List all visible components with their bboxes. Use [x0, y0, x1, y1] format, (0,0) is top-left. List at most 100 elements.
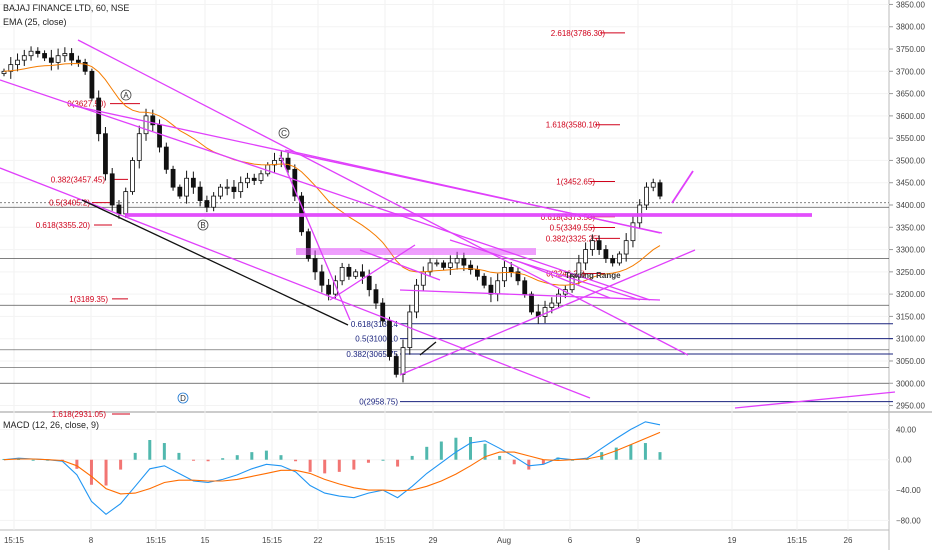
macd-histogram-bar: [541, 459, 545, 465]
price-tick-label: 3600.00: [896, 112, 925, 121]
macd-histogram-bar: [31, 459, 35, 461]
macd-histogram-bar: [323, 459, 327, 474]
candle-body: [556, 293, 561, 304]
macd-histogram-bar: [629, 444, 633, 460]
price-tick-label: 3650.00: [896, 90, 925, 99]
fib-level-label: 0.5(3100.10: [355, 335, 398, 344]
candle-body: [387, 320, 392, 357]
ema-indicator-label[interactable]: EMA (25, close): [3, 17, 67, 27]
trend-line: [734, 391, 896, 409]
macd-indicator-label[interactable]: MACD (12, 26, close, 9): [3, 420, 100, 430]
candle-body: [292, 168, 298, 197]
candle-body: [529, 293, 534, 313]
wave-label: C: [281, 129, 287, 138]
candle-body: [400, 347, 406, 375]
price-tick-label: 3400.00: [896, 201, 925, 210]
candle-body: [650, 182, 656, 188]
time-tick-label: 15:15: [262, 536, 283, 545]
candle-body: [116, 204, 122, 215]
candle-body: [380, 302, 386, 322]
price-tick-label: 3250.00: [896, 268, 925, 277]
price-tick-label: 3850.00: [896, 0, 925, 9]
price-tick-label: 3450.00: [896, 179, 925, 188]
trend-line: [399, 289, 661, 301]
candle-body: [218, 186, 223, 197]
trend-line: [0, 167, 591, 399]
macd-histogram-bar: [308, 459, 312, 472]
macd-histogram-bar: [148, 440, 152, 460]
candle-body: [265, 164, 271, 175]
trading-range-label: Trading Range: [565, 271, 621, 280]
fib-level-label: 0.618(3355.20): [36, 221, 91, 230]
macd-histogram-bar: [119, 459, 123, 470]
macd-tick-label: 40.00: [896, 425, 917, 434]
candle-body: [184, 177, 189, 197]
wave-label: B: [200, 221, 205, 230]
candle-body: [251, 177, 257, 181]
candle-body: [15, 59, 20, 66]
candle-body: [8, 64, 14, 72]
time-tick-label: 15:15: [787, 536, 808, 545]
macd-histogram-bar: [498, 455, 502, 460]
candle-body: [163, 146, 169, 170]
candle-body: [48, 57, 54, 63]
candle-body: [583, 249, 589, 264]
candle-body: [332, 280, 338, 295]
candle-body: [454, 258, 460, 264]
fibonacci-levels: 2.618(3786.30) 1.618(3580.10) 1(3452.65) 0.…: [36, 29, 893, 419]
candle-body: [103, 133, 108, 175]
price-tick-label: 3100.00: [896, 335, 925, 344]
macd-histogram-bar: [89, 459, 93, 485]
candle-body: [197, 186, 203, 201]
candle-body: [150, 115, 156, 126]
time-tick-label: 22: [314, 536, 323, 545]
candle-body: [644, 186, 649, 206]
time-tick-label: 29: [429, 536, 438, 545]
candle-body: [170, 168, 176, 188]
macd-histogram-bar: [235, 455, 239, 460]
price-tick-label: 3200.00: [896, 290, 925, 299]
projection-arrow: [671, 170, 694, 204]
candle-body: [123, 191, 129, 215]
candle-body: [468, 264, 474, 271]
candle-body: [393, 356, 399, 375]
candle-body: [407, 311, 413, 349]
resistance-zone: [296, 248, 536, 255]
candle-body: [238, 182, 244, 193]
time-tick-label: 6: [568, 536, 573, 545]
candle-body: [75, 59, 81, 63]
fib-level-label: 0(3246.25): [546, 270, 585, 279]
fib-level-label: 1.618(2931.05): [52, 410, 107, 419]
fib-level-label: 0.382(3065.75: [346, 350, 398, 359]
fib-level-label: 1.618(3580.10): [546, 121, 601, 130]
candle-body: [55, 55, 61, 63]
macd-histogram-bar: [337, 459, 341, 472]
macd-histogram-bar: [75, 459, 79, 469]
candle-body: [82, 61, 88, 72]
macd-histogram-bar: [410, 455, 414, 460]
macd-tick-label: 0.00: [896, 456, 912, 465]
candle-body: [326, 284, 332, 295]
macd-histogram-bar: [192, 459, 196, 461]
candle-body: [515, 271, 521, 282]
candle-body: [245, 177, 250, 184]
macd-histogram-bar: [177, 452, 181, 460]
candle-body: [28, 50, 34, 57]
wave-circle: [278, 127, 290, 139]
candle-body: [373, 289, 379, 304]
candle-body: [542, 307, 548, 317]
candle-body: [610, 258, 616, 264]
macd-histogram-bar: [512, 459, 516, 465]
wave-circle: [177, 392, 189, 404]
time-tick-label: 15:15: [4, 536, 25, 545]
macd-histogram-bar: [381, 459, 385, 461]
symbol-title[interactable]: BAJAJ FINANCE LTD, 60, NSE: [3, 3, 130, 13]
fib-level-label: 2.618(3786.30): [551, 29, 606, 38]
macd-histogram-bar: [643, 443, 647, 460]
candle-body: [346, 266, 352, 277]
price-tick-label: 3800.00: [896, 23, 925, 32]
macd-histogram-bar: [658, 452, 662, 460]
trend-line: [77, 39, 689, 356]
time-tick-label: 26: [844, 536, 853, 545]
wave-labels: A B C D Trading Range: [120, 89, 621, 404]
